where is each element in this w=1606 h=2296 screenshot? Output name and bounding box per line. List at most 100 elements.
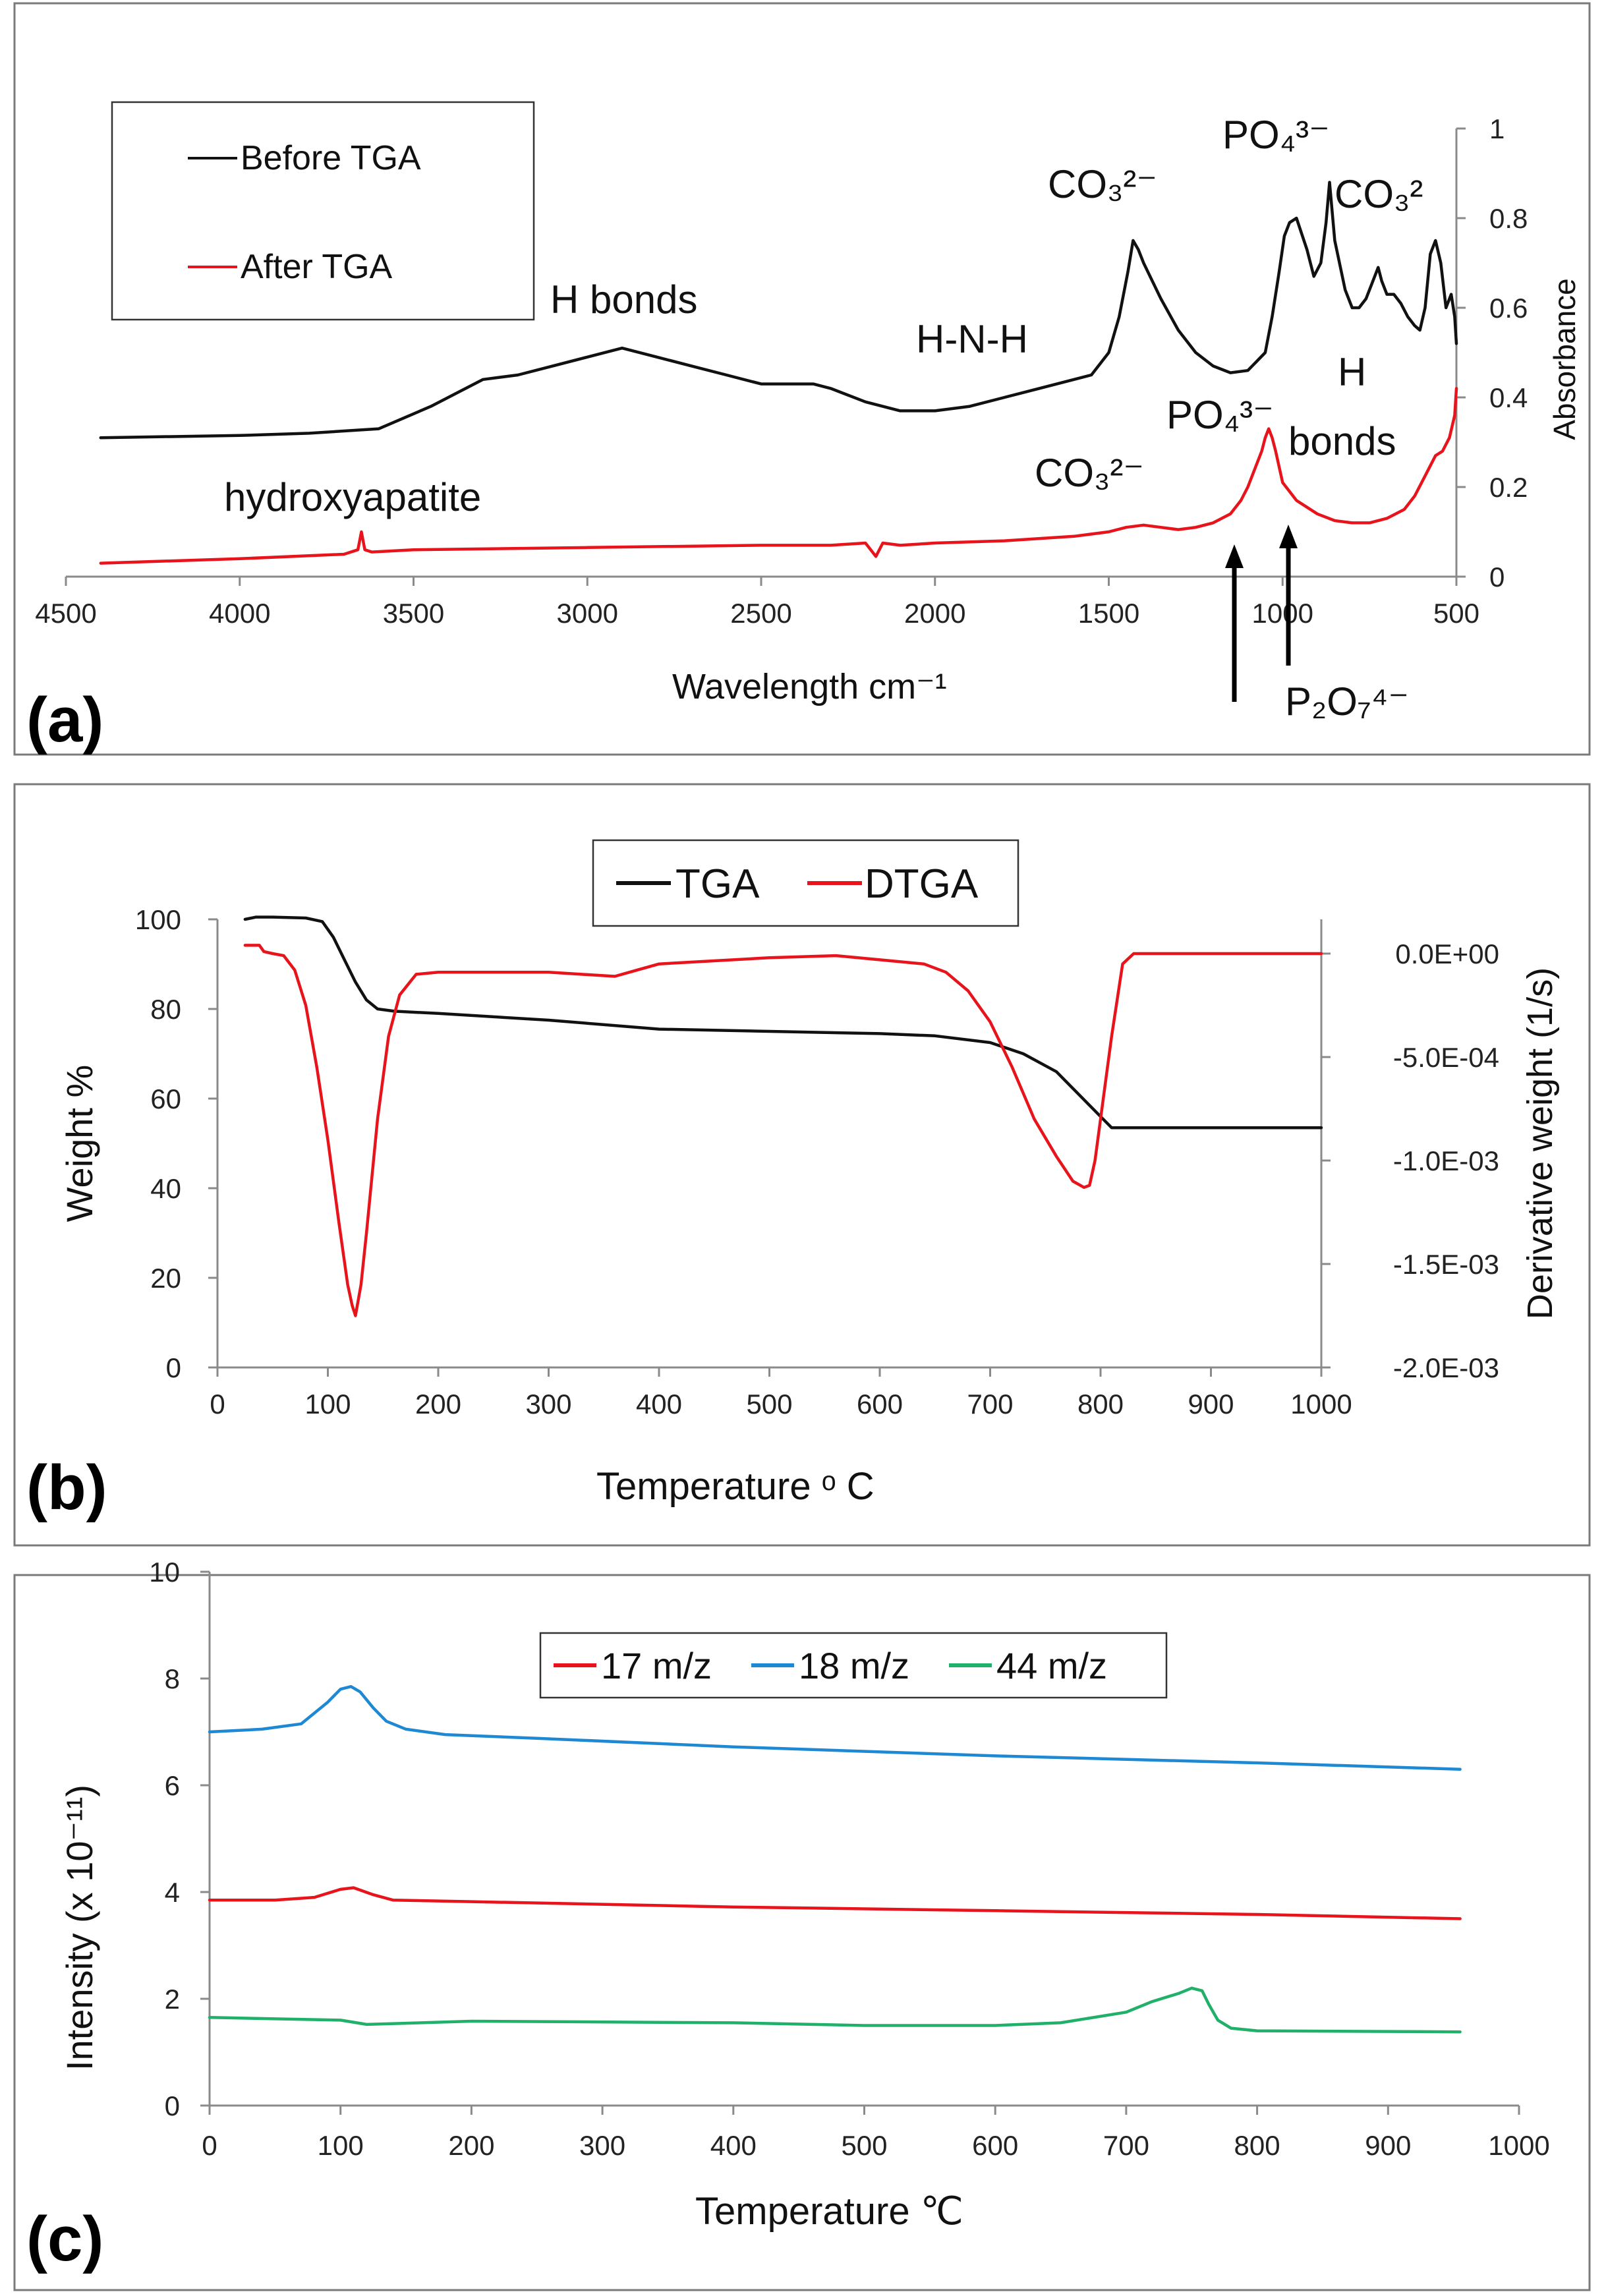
panel-b-x-tick-label: 400 [636, 1389, 682, 1420]
legend-label-before-tga: Before TGA [241, 139, 421, 177]
panel-c-x-tick-label: 200 [448, 2130, 494, 2161]
panel-b-x-tick-label: 200 [415, 1389, 461, 1420]
panel-a-x-tick-label: 4000 [209, 598, 270, 629]
series-after-tga [99, 387, 1458, 565]
annotation-h-bonds: H bonds [550, 277, 697, 322]
panel-c-series [208, 1684, 1462, 2034]
series-18-m-z [208, 1684, 1462, 1771]
panel-b: 0 100 200 300 400 500 600 700 800 900 1000 0 20 40 60 8… [13, 783, 1591, 1547]
panel-a-axes: 4500 4000 3500 3000 2500 2000 1500 1000 500 0 0.2 0… [35, 113, 1528, 629]
panel-a-x-tick-label: 2000 [904, 598, 965, 629]
annotation-p2o7: P₂O₇⁴⁻ [1285, 679, 1409, 724]
panel-c-x-tick-label: 600 [972, 2130, 1018, 2161]
panel-c-legend [539, 1632, 1168, 1699]
panel-a-y-axis-title: Absorbance [1547, 278, 1582, 440]
panel-b-y-tick-label: 60 [150, 1083, 181, 1114]
panel-a-x-tick-label: 1000 [1252, 598, 1313, 629]
annotation-co3-bottom: CO₃²⁻ [1035, 451, 1144, 495]
panel-c-y-tick-label: 0 [165, 2090, 180, 2121]
panel-b-series [243, 915, 1323, 1317]
panel-c-x-tick-label: 500 [841, 2130, 887, 2161]
panel-b-x-tick-label: 600 [857, 1389, 903, 1420]
arrow-p2o7-right-head [1279, 525, 1298, 548]
panel-c-y-tick-label: 8 [165, 1663, 180, 1694]
panel-c-x-tick-label: 700 [1103, 2130, 1149, 2161]
panel-c-x-tick-label: 300 [579, 2130, 625, 2161]
series-dtga [243, 944, 1323, 1317]
annotation-hydroxyapatite: hydroxyapatite [224, 475, 481, 519]
panel-c-x-tick-label: 100 [318, 2130, 364, 2161]
panel-b-x-tick-label: 100 [304, 1389, 351, 1420]
panel-c-x-tick-label: 400 [710, 2130, 757, 2161]
panel-b-x-tick-label: 0 [210, 1389, 225, 1420]
panel-a: 4500 4000 3500 3000 2500 2000 1500 1000 500 0 0.2 0… [13, 2, 1591, 756]
annotation-h-right: H [1338, 350, 1366, 394]
panel-b-x-tick-label: 1000 [1290, 1389, 1352, 1420]
panel-c-x-tick-label: 1000 [1488, 2130, 1549, 2161]
panel-c-y-tick-label: 6 [165, 1770, 180, 1801]
panel-a-x-tick-label: 500 [1433, 598, 1479, 629]
panel-b-y2-axis-title: Derivative weight (1/s) [1520, 967, 1560, 1319]
panel-b-y-tick-label: 0 [166, 1352, 181, 1383]
panel-a-y-tick-label: 0.2 [1489, 472, 1528, 503]
panel-a-y-tick-label: 0 [1489, 561, 1505, 592]
panel-a-series [99, 181, 1458, 565]
panel-a-x-tick-label: 2500 [730, 598, 791, 629]
annotation-po4-top: PO₄³⁻ [1222, 113, 1330, 157]
series-tga [243, 915, 1323, 1130]
annotation-co3-top-a: CO₃²⁻ [1048, 162, 1157, 206]
panel-b-y-axis-title: Weight % [59, 1065, 100, 1222]
panel-a-legend [111, 101, 535, 321]
panel-c-y-tick-label: 2 [165, 1984, 180, 2015]
legend-label-18mz: 18 m/z [799, 1645, 909, 1686]
panel-b-y-tick-label: 20 [150, 1263, 181, 1294]
panel-c-x-tick-label: 800 [1234, 2130, 1280, 2161]
panel-c-axes: 0 100 200 300 400 500 600 700 800 900 1000 0 2 4 6 8 10 [149, 1557, 1549, 2161]
panel-b-label: (b) [26, 1452, 107, 1523]
panel-a-x-tick-label: 3000 [557, 598, 618, 629]
panel-c: 0 100 200 300 400 500 600 700 800 900 10000246810 … [13, 1557, 1591, 2291]
panel-a-label: (a) [26, 685, 103, 755]
panel-c-y-tick-label: 4 [165, 1877, 180, 1908]
legend-label-after-tga: After TGA [241, 248, 393, 286]
panel-a-x-axis-title: Wavelength cm⁻¹ [672, 667, 947, 706]
panel-c-y-tick-label: 10 [149, 1557, 180, 1588]
panel-c-label: (c) [26, 2204, 103, 2274]
annotation-bonds-right: bonds [1288, 419, 1396, 463]
legend-label-44mz: 44 m/z [996, 1645, 1107, 1686]
panel-a-y-tick-label: 0.6 [1489, 293, 1528, 324]
panel-b-y2-tick-label: 0.0E+00 [1395, 938, 1499, 969]
panel-c-x-axis-title: Temperature ℃ [695, 2190, 963, 2233]
panel-b-x-axis-title: Temperature ᵒ C [596, 1465, 875, 1508]
panel-a-x-tick-label: 4500 [35, 598, 96, 629]
panel-a-y-tick-label: 0.8 [1489, 203, 1528, 234]
panel-b-y2-tick-label: -2.0E-03 [1393, 1352, 1499, 1383]
arrow-p2o7-left-head [1225, 544, 1244, 568]
panel-b-y2-tick-label: -1.5E-03 [1393, 1249, 1499, 1280]
series-17-m-z [208, 1886, 1462, 1920]
legend-label-tga: TGA [675, 861, 760, 907]
panel-b-x-tick-label: 700 [967, 1389, 1013, 1420]
legend-label-17mz: 17 m/z [601, 1645, 712, 1686]
panel-b-y2-tick-label: -1.0E-03 [1393, 1145, 1499, 1176]
panel-b-y-tick-label: 100 [135, 904, 181, 935]
panel-a-x-tick-label: 3500 [383, 598, 444, 629]
panel-b-y-tick-label: 80 [150, 994, 181, 1025]
panel-b-x-tick-label: 500 [746, 1389, 792, 1420]
panel-a-y-tick-label: 0.4 [1489, 382, 1528, 413]
panel-c-x-tick-label: 900 [1365, 2130, 1411, 2161]
legend-label-dtga: DTGA [865, 861, 979, 907]
annotation-co3-top-b: CO₃² [1334, 172, 1423, 216]
panel-a-y-tick-label: 1 [1489, 113, 1505, 144]
series-before-tga [99, 181, 1458, 440]
panel-b-x-tick-label: 800 [1077, 1389, 1124, 1420]
panel-b-axes: 0 100 200 300 400 500 600 700 800 900 1000 0 20 40 60 8… [135, 904, 1499, 1420]
series-44-m-z [208, 1986, 1462, 2034]
panel-b-x-tick-label: 900 [1188, 1389, 1234, 1420]
panel-c-y-axis-title: Intensity (x 10⁻¹¹) [59, 1785, 100, 2071]
panel-b-y-tick-label: 40 [150, 1173, 181, 1204]
annotation-po4-bottom: PO₄³⁻ [1166, 393, 1274, 437]
panel-b-x-tick-label: 300 [525, 1389, 571, 1420]
annotation-h-n-h: H-N-H [916, 317, 1028, 361]
